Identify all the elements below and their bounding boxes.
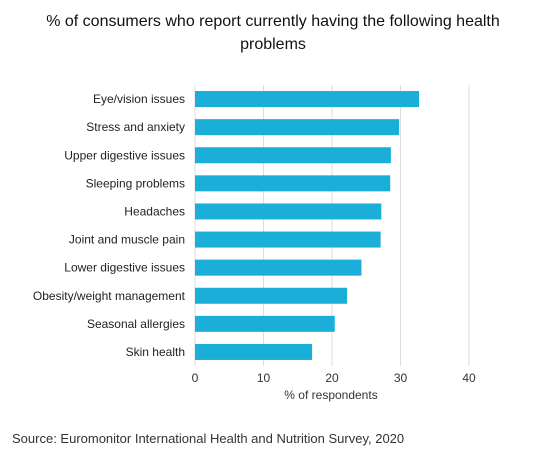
x-tick-label: 20 [325, 371, 339, 385]
source-note: Source: Euromonitor International Health… [12, 431, 405, 446]
category-label: Upper digestive issues [64, 148, 185, 162]
bar [195, 259, 362, 276]
bars [195, 91, 419, 360]
x-tick-labels: 0 10 20 30 40 [192, 371, 476, 385]
category-label: Stress and anxiety [86, 120, 185, 134]
bar [195, 231, 381, 248]
chart-title: % of consumers who report currently havi… [46, 13, 500, 53]
category-label: Seasonal allergies [87, 317, 185, 331]
category-label: Skin health [126, 345, 185, 359]
bar-chart: Eye/vision issues Stress and anxiety Upper… [33, 85, 476, 402]
bar [195, 203, 382, 220]
x-tick-label: 10 [257, 371, 271, 385]
bar [195, 287, 348, 304]
category-label: Joint and muscle pain [69, 233, 185, 247]
x-tick-label: 40 [462, 371, 476, 385]
bar [195, 175, 391, 192]
x-tick-label: 0 [192, 371, 199, 385]
category-labels: Eye/vision issues Stress and anxiety Upper… [33, 92, 186, 359]
category-label: Obesity/weight management [33, 289, 186, 303]
bar [195, 119, 400, 136]
bar [195, 91, 419, 108]
category-label: Eye/vision issues [93, 92, 185, 106]
bar [195, 315, 335, 332]
category-label: Lower digestive issues [64, 261, 185, 275]
category-label: Headaches [124, 204, 185, 218]
x-axis-label: % of respondents [284, 388, 377, 402]
category-label: Sleeping problems [86, 176, 185, 190]
x-tick-label: 30 [394, 371, 408, 385]
bar [195, 147, 391, 164]
bar [195, 343, 313, 360]
